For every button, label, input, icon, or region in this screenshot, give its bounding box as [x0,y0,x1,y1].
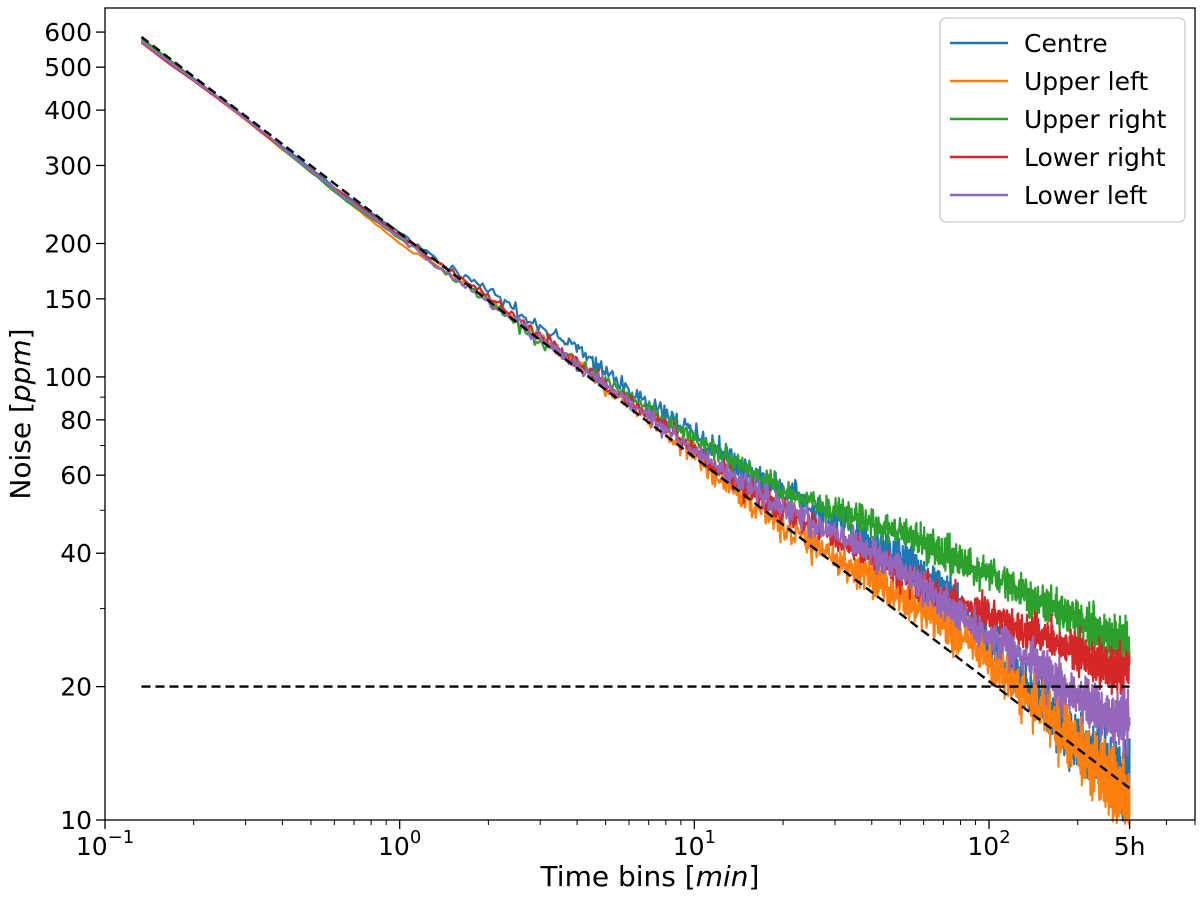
y-axis-ticks: 10 20 40 60 80 100 150 200 300 400 500 600 [44,18,105,835]
y-tick-label: 20 [60,673,92,702]
y-tick-label: 100 [44,363,92,392]
x-tick-label: 5h [1114,832,1146,861]
y-tick-label: 150 [44,285,92,314]
legend-box [939,17,1186,223]
legend-label-lower-right: Lower right [1024,143,1166,172]
x-tick-label: 100 [378,827,421,861]
series-line-upper-right [140,37,1131,666]
y-axis-label: Noise [ppm] [4,328,37,499]
y-tick-label: 80 [60,406,92,435]
y-tick-label: 200 [44,230,92,259]
x-axis-ticks: 10−1 100 101 102 5h [76,820,1196,861]
y-tick-label: 60 [60,461,92,490]
x-tick-label: 10−1 [76,827,134,861]
y-tick-label: 10 [60,806,92,835]
legend-label-upper-right: Upper right [1024,105,1167,134]
series-line-lower-left [140,40,1131,760]
y-tick-label: 400 [44,96,92,125]
x-tick-label: 102 [967,827,1010,861]
legend-label-lower-left: Lower left [1024,181,1148,210]
legend: Centre Upper left Upper right Lower right Lo… [939,17,1186,223]
legend-label-upper-left: Upper left [1024,67,1148,96]
x-axis-label: Time bins [min] [540,860,760,893]
reference-lines-layer [140,36,1131,790]
y-tick-label: 600 [44,18,92,47]
y-tick-label: 40 [60,539,92,568]
y-tick-label: 500 [44,53,92,82]
y-tick-label: 300 [44,151,92,180]
x-tick-label: 101 [673,827,716,861]
legend-label-centre: Centre [1024,29,1108,58]
reference-line-white-noise-fit [140,36,1131,790]
plot-frame [104,7,1196,821]
